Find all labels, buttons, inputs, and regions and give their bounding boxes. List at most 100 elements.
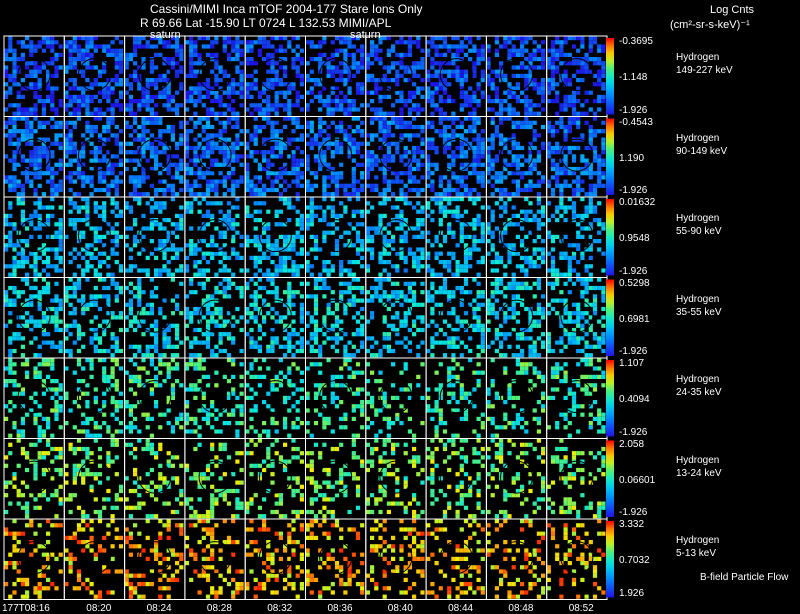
heatmap-pixel: [305, 218, 310, 223]
heatmap-pixel: [499, 111, 504, 116]
heatmap-pixel: [235, 65, 240, 70]
heatmap-pixel: [597, 78, 602, 83]
heatmap-pixel: [253, 302, 258, 307]
heatmap-pixel: [274, 243, 279, 248]
heatmap-pixel: [334, 239, 340, 244]
heatmap-pixel: [29, 171, 34, 176]
heatmap-pixel: [231, 323, 236, 328]
heatmap-pixel: [382, 247, 387, 252]
heatmap-pixel: [305, 260, 310, 265]
heatmap-pixel: [29, 264, 34, 269]
heatmap-pixel: [287, 294, 292, 299]
heatmap-pixel: [567, 78, 572, 83]
heatmap-pixel: [550, 234, 556, 239]
heatmap-pixel: [283, 222, 288, 227]
heatmap-pixel: [179, 86, 184, 91]
heatmap-pixel: [463, 222, 469, 227]
heatmap-pixel: [29, 302, 34, 307]
heatmap-pixel: [334, 141, 340, 146]
heatmap-pixel: [407, 107, 412, 112]
heatmap-pixel: [41, 277, 46, 282]
heatmap-pixel: [511, 111, 516, 116]
heatmap-pixel: [480, 162, 485, 167]
heatmap-pixel: [33, 294, 38, 299]
heatmap-pixel: [468, 36, 473, 41]
heatmap-pixel: [235, 230, 240, 235]
heatmap-pixel: [175, 192, 180, 197]
heatmap-pixel: [515, 187, 520, 193]
heatmap-pixel: [399, 218, 404, 223]
heatmap-pixel: [158, 133, 163, 138]
heatmap-pixel: [179, 162, 184, 167]
heatmap-pixel: [494, 201, 499, 206]
heatmap-pixel: [576, 124, 581, 130]
saturn-outline: [379, 299, 413, 333]
heatmap-pixel: [486, 65, 491, 70]
heatmap-pixel: [420, 234, 425, 239]
heatmap-pixel: [222, 192, 227, 197]
heatmap-pixel: [8, 158, 13, 163]
heatmap-pixel: [541, 141, 546, 146]
heatmap-pixel: [262, 44, 267, 49]
heatmap-pixel: [334, 187, 340, 193]
heatmap-pixel: [430, 336, 435, 341]
heatmap-pixel: [118, 348, 124, 354]
heatmap-pixel: [226, 319, 232, 324]
heatmap-pixel: [231, 171, 236, 176]
heatmap-pixel: [571, 166, 577, 172]
heatmap-pixel: [235, 145, 240, 151]
heatmap-pixel: [291, 311, 296, 316]
heatmap-pixel: [222, 154, 227, 159]
heatmap-pixel: [351, 145, 356, 151]
heatmap-pixel: [378, 192, 383, 197]
heatmap-pixel: [184, 171, 190, 176]
heatmap-pixel: [218, 251, 223, 256]
heatmap-pixel: [41, 111, 46, 116]
heatmap-pixel: [12, 48, 17, 53]
heatmap-pixel: [205, 44, 211, 49]
heatmap-pixel: [447, 137, 452, 142]
heatmap-pixel: [295, 234, 300, 239]
heatmap-pixel: [266, 311, 271, 316]
heatmap-pixel: [360, 306, 365, 312]
heatmap-pixel: [41, 124, 46, 130]
heatmap-pixel: [339, 69, 344, 74]
heatmap-pixel: [58, 44, 63, 49]
heatmap-pixel: [351, 277, 356, 282]
heatmap-pixel: [597, 48, 602, 53]
heatmap-pixel: [193, 243, 198, 248]
heatmap-pixel: [295, 162, 300, 167]
heatmap-pixel: [218, 281, 223, 286]
heatmap-pixel: [463, 166, 469, 172]
heatmap-pixel: [102, 124, 107, 130]
saturn-outline: [198, 58, 232, 92]
heatmap-pixel: [193, 111, 198, 116]
heatmap-pixel: [434, 61, 439, 66]
heatmap-pixel: [133, 150, 138, 155]
heatmap-pixel: [395, 141, 400, 146]
heatmap-pixel: [476, 158, 481, 163]
heatmap-pixel: [426, 162, 431, 167]
heatmap-pixel: [601, 61, 606, 66]
heatmap-pixel: [64, 145, 69, 151]
heatmap-pixel: [158, 162, 163, 167]
heatmap-pixel: [370, 120, 375, 125]
heatmap-pixel: [214, 133, 219, 138]
heatmap-pixel: [536, 247, 541, 252]
saturn-outline: [439, 58, 473, 92]
heatmap-pixel: [8, 48, 13, 53]
heatmap-pixel: [12, 124, 17, 130]
heatmap-pixel: [370, 255, 375, 260]
heatmap-pixel: [524, 209, 529, 214]
heatmap-pixel: [291, 247, 296, 252]
heatmap-pixel: [347, 183, 352, 188]
heatmap-pixel: [189, 340, 194, 345]
heatmap-pixel: [102, 90, 107, 95]
heatmap-pixel: [46, 319, 51, 324]
heatmap-pixel: [399, 120, 404, 125]
heatmap-pixel: [154, 166, 159, 172]
heatmap-pixel: [299, 294, 304, 299]
heatmap-pixel: [253, 201, 258, 206]
heatmap-pixel: [550, 260, 556, 265]
heatmap-pixel: [12, 260, 17, 265]
